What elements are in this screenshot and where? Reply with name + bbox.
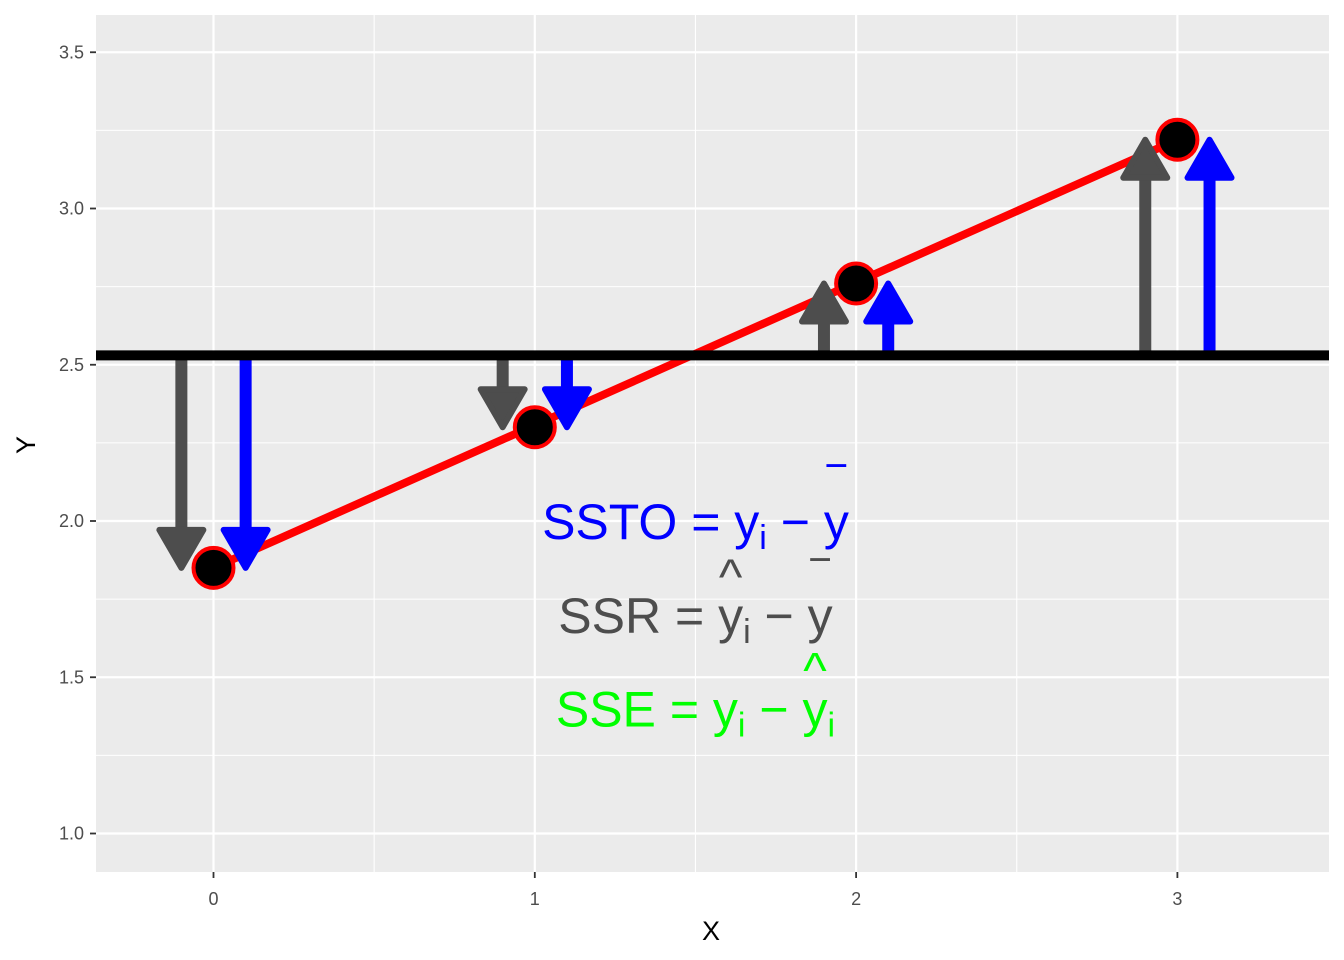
formula-minus: − [745, 682, 802, 738]
y-tick-label: 2.5 [59, 355, 84, 375]
y-tick-label: 3.5 [59, 42, 84, 62]
ssr-arrow [477, 355, 528, 431]
formula-rhs: y [824, 494, 849, 550]
axis-ticks [90, 51, 1179, 878]
data-marks [96, 117, 1329, 590]
ssto-arrow [220, 355, 271, 571]
data-point [191, 545, 236, 590]
formula-rhs-subscript: i [827, 707, 835, 745]
ssr-arrow-head [798, 280, 849, 325]
formula-lhs: SSE [556, 682, 656, 738]
plot-panel [96, 15, 1329, 872]
ssto-arrow-head [1184, 136, 1235, 181]
formula-rhs-mark: ^ [803, 643, 827, 699]
sse-formula-text: SSE = yi − yi [556, 682, 835, 745]
formula-y-mark: ^ [719, 549, 743, 605]
ssr-arrow-head [477, 386, 528, 431]
y-tick-label: 3.0 [59, 199, 84, 219]
ssto-arrow [541, 355, 592, 431]
formula-y-subscript: i [743, 613, 751, 651]
formula-lhs: SSTO [542, 494, 677, 550]
formula-y-subscript: i [738, 707, 746, 745]
ssr-arrow [156, 355, 207, 571]
data-point [512, 405, 557, 450]
y-axis-title: Y [11, 436, 41, 454]
x-tick-label: 2 [851, 889, 861, 909]
formula-y-subscript: i [759, 519, 767, 557]
x-tick-label: 3 [1172, 889, 1182, 909]
ssto-arrow-head [220, 526, 271, 571]
data-point [834, 261, 879, 306]
sse-formula: SSE = yi − yi^ [556, 643, 835, 745]
formula-y: y [718, 588, 743, 644]
axis-tick-labels: 0 1 2 3 1.0 1.5 2.0 2.5 3.0 3.5 [59, 42, 1182, 909]
ssto-formula: SSTO = yi − y‾ [542, 459, 849, 557]
formula-annotations: SSTO = yi − y‾SSR = yi − y^ ‾SSE = yi − y… [542, 459, 849, 745]
ssto-arrow [863, 280, 914, 356]
y-tick-label: 1.0 [59, 824, 84, 844]
formula-minus: − [767, 494, 824, 550]
ssr-arrow [1120, 136, 1171, 356]
formula-y: y [713, 682, 738, 738]
formula-equals: = [656, 682, 713, 738]
formula-rhs: y [802, 682, 827, 738]
minor-gridlines [96, 15, 1329, 872]
formula-y: y [734, 494, 759, 550]
formula-rhs: y [808, 588, 833, 644]
ssr-arrow-head [156, 526, 207, 571]
ssr-arrow-head [1120, 136, 1171, 181]
x-tick-label: 1 [530, 889, 540, 909]
formula-rhs-mark: ‾ [826, 459, 847, 515]
formula-equals: = [677, 494, 734, 550]
x-axis-title: X [702, 916, 720, 946]
y-tick-label: 1.5 [59, 667, 84, 687]
ssr-formula: SSR = yi − y^ ‾ [558, 549, 832, 651]
formula-lhs: SSR [558, 588, 661, 644]
ssto-formula-text: SSTO = yi − y [542, 494, 849, 557]
y-tick-label: 2.0 [59, 511, 84, 531]
ssr-formula-text: SSR = yi − y [558, 588, 832, 651]
formula-equals: = [661, 588, 718, 644]
formula-minus: − [751, 588, 808, 644]
formula-rhs-mark: ‾ [810, 553, 831, 609]
data-point [1155, 117, 1200, 162]
ssto-arrow [1184, 136, 1235, 356]
ssr-arrow [798, 280, 849, 356]
ssto-arrow-head [863, 280, 914, 325]
x-tick-label: 0 [208, 889, 218, 909]
ssto-arrow-head [541, 386, 592, 431]
